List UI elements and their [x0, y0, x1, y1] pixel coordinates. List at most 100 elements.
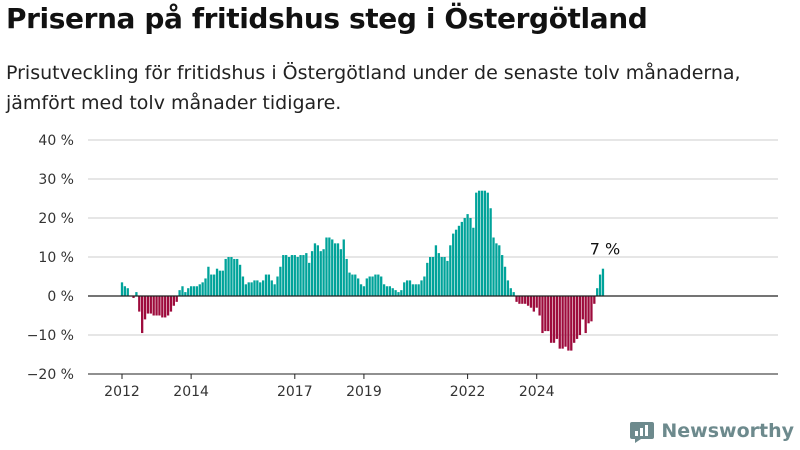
bar: [213, 274, 216, 296]
bar: [296, 257, 299, 296]
bar: [253, 280, 256, 296]
bar: [261, 280, 265, 296]
bar: [498, 245, 501, 296]
bar: [558, 296, 561, 349]
bar: [259, 282, 262, 296]
bar: [429, 257, 432, 296]
bar: [172, 296, 175, 306]
last-value-label: 7 %: [590, 240, 620, 259]
bar: [270, 280, 273, 296]
bar: [169, 296, 173, 312]
bar: [544, 296, 547, 332]
bar: [204, 278, 207, 296]
bar: [351, 274, 354, 296]
bar: [158, 296, 161, 316]
bar: [573, 296, 576, 343]
bar: [348, 272, 351, 296]
bar: [279, 266, 282, 296]
bar: [250, 282, 253, 296]
bar: [244, 284, 247, 296]
bar: [512, 292, 515, 296]
bar: [397, 292, 400, 296]
bar: [166, 296, 170, 316]
bar: [238, 264, 242, 296]
bar: [233, 258, 236, 296]
bar: [276, 276, 279, 296]
bar: [503, 266, 507, 296]
bar: [247, 282, 250, 296]
bar: [362, 286, 366, 296]
bar: [547, 296, 550, 332]
y-tick-label: 20 %: [38, 211, 74, 227]
bar: [184, 292, 187, 296]
bar: [423, 276, 426, 296]
bar: [509, 288, 512, 296]
bar: [175, 296, 178, 302]
bar: [403, 282, 406, 296]
bar: [411, 284, 415, 296]
bar: [601, 268, 605, 296]
y-tick-label: 0 %: [47, 289, 74, 305]
bar: [126, 288, 129, 296]
bar: [593, 296, 596, 304]
bar: [515, 296, 518, 302]
bar: [230, 257, 233, 296]
bar: [526, 296, 530, 306]
bar: [408, 280, 412, 296]
bar: [207, 266, 210, 296]
bar: [575, 296, 579, 339]
bar: [535, 296, 538, 308]
bar: [195, 286, 199, 296]
bar: [469, 218, 472, 296]
bar: [417, 284, 420, 296]
y-tick-label: −10 %: [27, 328, 74, 344]
bar: [368, 276, 371, 296]
bar: [313, 243, 317, 296]
bar: [454, 229, 458, 296]
bar: [532, 296, 535, 312]
bar: [483, 190, 487, 296]
bar: [325, 237, 328, 296]
bar: [371, 276, 374, 296]
bar: [477, 190, 481, 296]
bar: [164, 296, 167, 318]
bar: [521, 296, 524, 304]
bar: [359, 284, 363, 296]
bar: [210, 274, 213, 296]
bar: [241, 276, 245, 296]
bar: [501, 255, 504, 296]
bar: [285, 255, 288, 296]
bar: [578, 296, 582, 335]
bar: [143, 296, 147, 320]
bar: [446, 260, 449, 296]
bar: [365, 278, 368, 296]
bar: [598, 274, 602, 296]
bar: [495, 243, 498, 296]
y-tick-label: −20 %: [27, 367, 74, 383]
bar: [475, 192, 478, 296]
bar: [380, 276, 383, 296]
bar: [149, 296, 152, 314]
bar: [331, 239, 334, 296]
bar: [486, 192, 489, 296]
bar: [333, 243, 337, 296]
bar: [155, 296, 158, 316]
bar: [316, 245, 319, 296]
bar: [290, 255, 294, 296]
bar: [357, 278, 360, 296]
bar: [310, 251, 314, 296]
bar: [267, 274, 271, 296]
bar: [590, 296, 593, 322]
bar: [308, 262, 311, 296]
bar: [187, 288, 190, 296]
bar: [264, 274, 268, 296]
bar: [305, 253, 308, 296]
bar: [570, 296, 573, 351]
bar: [141, 296, 144, 334]
bar: [541, 296, 544, 334]
bar: [584, 296, 587, 334]
page-subtitle: Prisutveckling för fritidshus i Östergöt…: [6, 62, 741, 114]
bar: [388, 286, 391, 296]
x-tick-label: 2022: [450, 384, 486, 400]
